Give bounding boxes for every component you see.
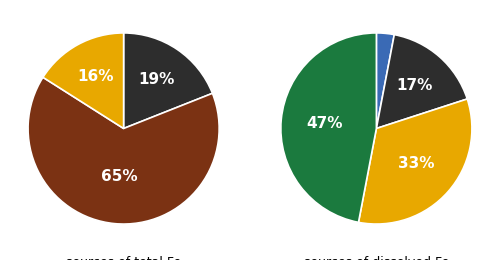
Text: 19%: 19% (138, 72, 175, 87)
Text: 16%: 16% (77, 69, 114, 84)
Wedge shape (376, 35, 468, 128)
Title: sources of total Fe: sources of total Fe (66, 256, 181, 260)
Wedge shape (43, 33, 124, 128)
Wedge shape (28, 77, 219, 224)
Wedge shape (281, 33, 376, 222)
Wedge shape (358, 99, 472, 224)
Wedge shape (124, 33, 212, 128)
Title: sources of dissolved Fe: sources of dissolved Fe (304, 256, 449, 260)
Text: 47%: 47% (306, 116, 343, 131)
Text: 17%: 17% (396, 78, 432, 93)
Text: 33%: 33% (398, 156, 434, 171)
Wedge shape (376, 33, 394, 128)
Text: 65%: 65% (101, 168, 138, 184)
